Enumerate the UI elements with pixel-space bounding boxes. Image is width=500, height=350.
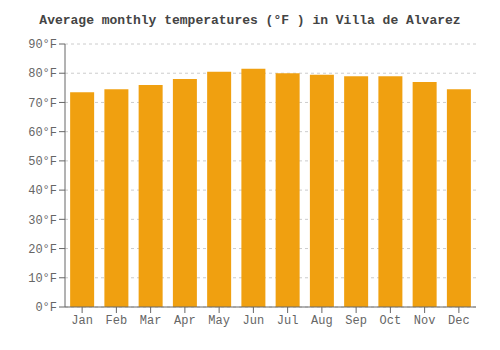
svg-text:80°F: 80°F [28,67,57,81]
svg-text:Mar: Mar [140,314,162,328]
svg-text:Sep: Sep [345,314,367,328]
html-text:Average monthly temperatures (: Average monthly temperatures (°F ) in Vi… [39,13,461,28]
svg-text:Feb: Feb [106,314,128,328]
svg-text:Jan: Jan [71,314,93,328]
svg-text:Aug: Aug [311,314,333,328]
svg-text:0°F: 0°F [35,301,57,315]
svg-text:50°F: 50°F [28,155,57,169]
svg-text:30°F: 30°F [28,214,57,228]
svg-text:40°F: 40°F [28,184,57,198]
svg-text:60°F: 60°F [28,126,57,140]
svg-text:Dec: Dec [448,314,470,328]
svg-text:Apr: Apr [174,314,196,328]
svg-text:20°F: 20°F [28,243,57,257]
svg-text:May: May [208,314,230,328]
svg-text:Nov: Nov [414,314,436,328]
svg-text:Jul: Jul [277,314,299,328]
svg-text:70°F: 70°F [28,97,57,111]
svg-text:Oct: Oct [380,314,402,328]
svg-text:10°F: 10°F [28,272,57,286]
svg-text:Jun: Jun [243,314,265,328]
svg-text:90°F: 90°F [28,38,57,52]
